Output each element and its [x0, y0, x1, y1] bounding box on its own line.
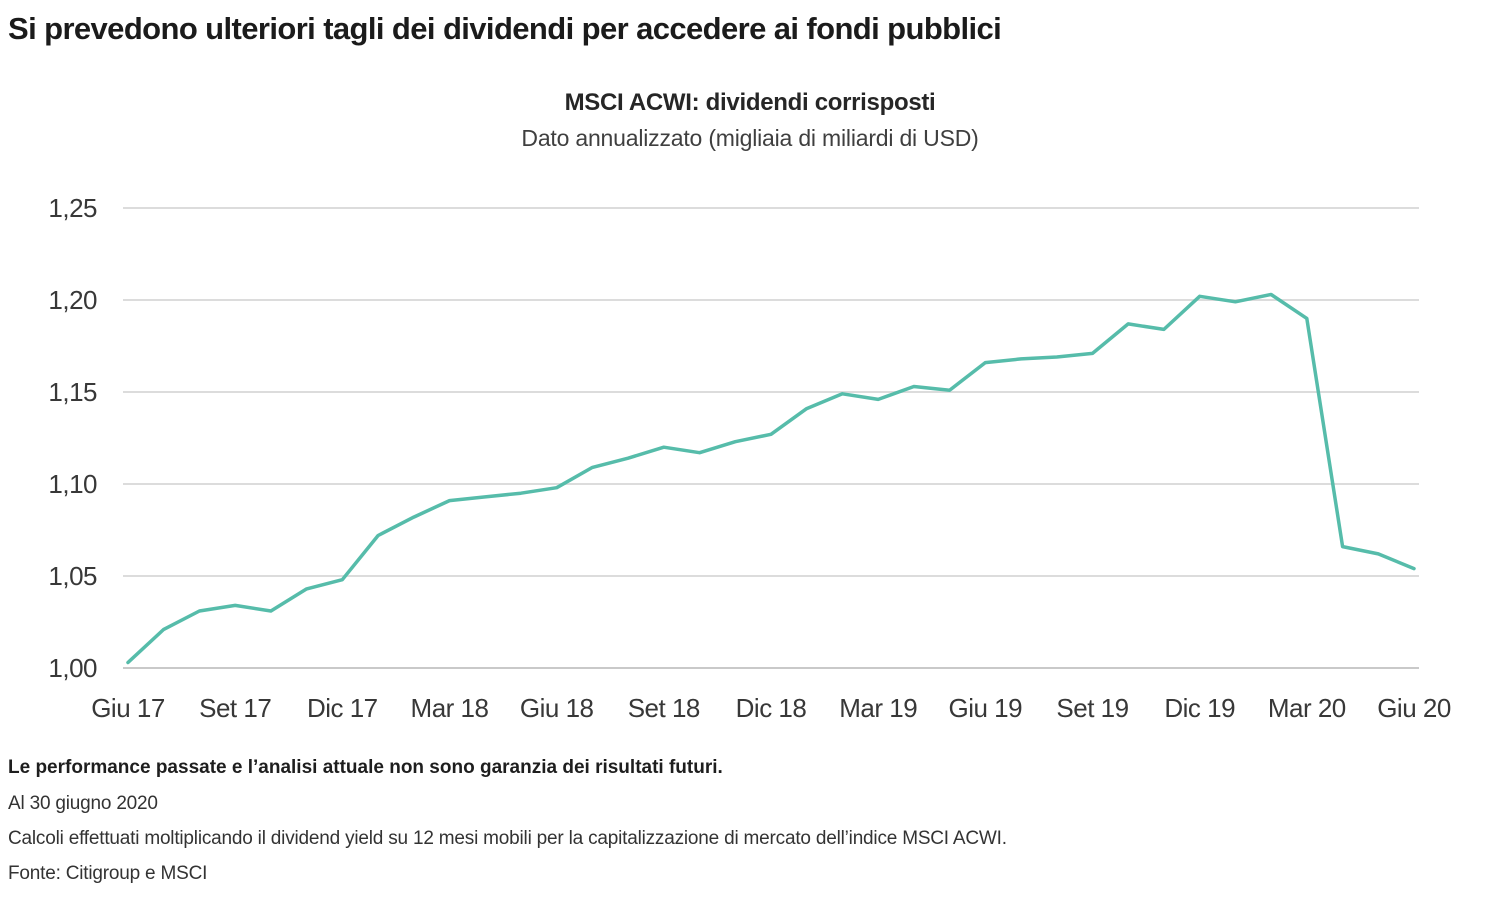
- dividends-series-line: [126, 292, 1416, 665]
- x-tick-label: Giu 17: [91, 693, 165, 723]
- footer-as-of-date: Al 30 giugno 2020: [8, 793, 158, 814]
- y-tick-label: 1,25: [48, 193, 97, 223]
- x-tick-label: Dic 17: [307, 693, 378, 723]
- x-tick-label: Set 18: [628, 693, 700, 723]
- x-tick-label: Dic 19: [1164, 693, 1235, 723]
- y-tick-label: 1,20: [48, 285, 97, 315]
- y-tick-label: 1,00: [48, 653, 97, 683]
- footer-methodology: Calcoli effettuati moltiplicando il divi…: [8, 828, 1007, 849]
- footer-disclaimer: Le performance passate e l’analisi attua…: [8, 757, 723, 778]
- x-tick-label: Giu 19: [948, 693, 1022, 723]
- x-tick-label: Mar 20: [1268, 693, 1346, 723]
- page-title: Si prevedono ulteriori tagli dei dividen…: [8, 11, 1002, 46]
- chart-title: MSCI ACWI: dividendi corrisposti: [564, 89, 936, 116]
- x-tick-label: Set 17: [199, 693, 271, 723]
- footer-source: Fonte: Citigroup e MSCI: [8, 863, 208, 884]
- x-tick-label: Giu 18: [520, 693, 594, 723]
- y-tick-label: 1,10: [48, 469, 97, 499]
- x-tick-label: Set 19: [1056, 693, 1128, 723]
- y-tick-label: 1,15: [48, 377, 97, 407]
- x-tick-label: Mar 19: [839, 693, 917, 723]
- x-tick-label: Giu 20: [1377, 693, 1451, 723]
- chart-subtitle: Dato annualizzato (migliaia di miliardi …: [521, 125, 979, 151]
- footer-notes: Le performance passate e l’analisi attua…: [8, 757, 1007, 898]
- x-tick-label: Mar 18: [411, 693, 489, 723]
- x-tick-label: Dic 18: [736, 693, 807, 723]
- y-tick-label: 1,05: [48, 561, 97, 591]
